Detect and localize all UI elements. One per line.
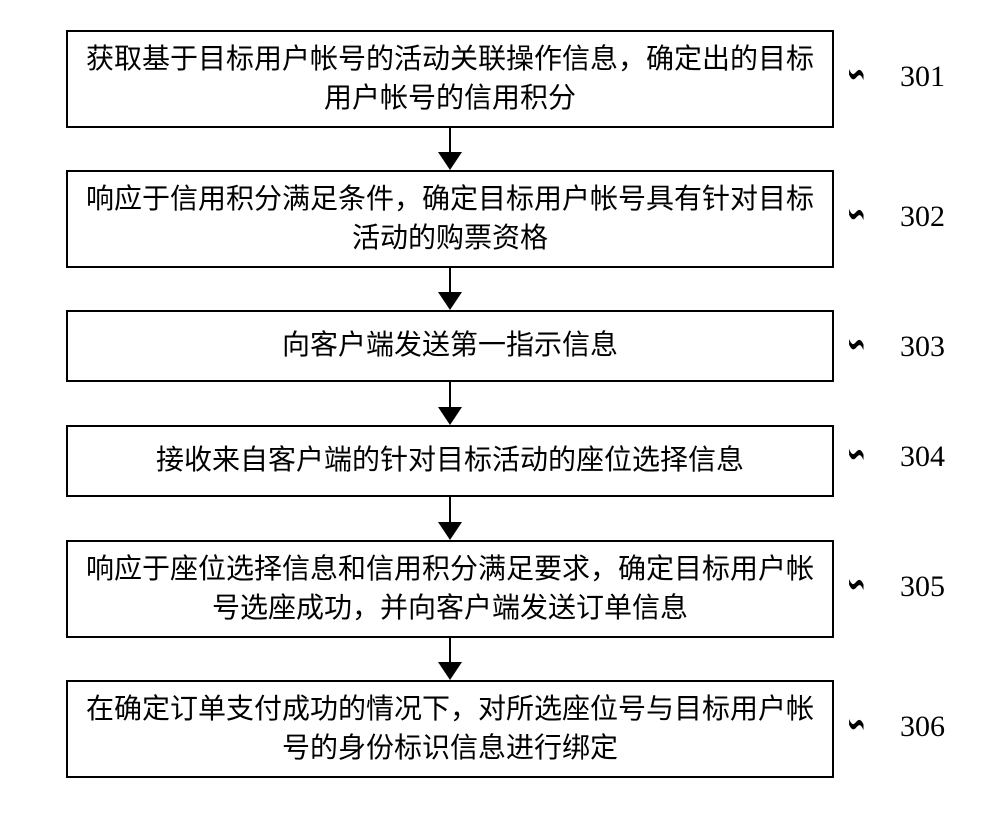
step-302-text: 响应于信用积分满足条件，确定目标用户帐号具有针对目标活动的购票资格 — [84, 180, 816, 258]
step-303-box: 向客户端发送第一指示信息 — [66, 310, 834, 382]
step-304-label: 304 — [900, 440, 945, 474]
step-306-box: 在确定订单支付成功的情况下，对所选座位号与目标用户帐号的身份标识信息进行绑定 — [66, 680, 834, 778]
step-303-text: 向客户端发送第一指示信息 — [282, 326, 618, 365]
arrow-4 — [436, 497, 464, 540]
step-306-label: 306 — [900, 710, 945, 744]
arrow-1 — [436, 128, 464, 170]
step-302-label: 302 — [900, 200, 945, 234]
step-304-box: 接收来自客户端的针对目标活动的座位选择信息 — [66, 425, 834, 497]
step-306-text: 在确定订单支付成功的情况下，对所选座位号与目标用户帐号的身份标识信息进行绑定 — [84, 690, 816, 768]
step-304-connector: ∽ — [847, 422, 863, 487]
flowchart-canvas: 获取基于目标用户帐号的活动关联操作信息，确定出的目标用户帐号的信用积分 301 ∽ 响… — [0, 0, 1000, 821]
step-303-label: 303 — [900, 330, 945, 364]
step-301-box: 获取基于目标用户帐号的活动关联操作信息，确定出的目标用户帐号的信用积分 — [66, 30, 834, 128]
arrow-5 — [436, 638, 464, 680]
step-302-connector: ∽ — [847, 182, 863, 247]
step-306-connector: ∽ — [847, 692, 863, 757]
step-303-connector: ∽ — [847, 312, 863, 377]
arrow-2 — [436, 268, 464, 310]
step-305-box: 响应于座位选择信息和信用积分满足要求，确定目标用户帐号选座成功，并向客户端发送订… — [66, 540, 834, 638]
step-304-text: 接收来自客户端的针对目标活动的座位选择信息 — [156, 441, 744, 480]
step-302-box: 响应于信用积分满足条件，确定目标用户帐号具有针对目标活动的购票资格 — [66, 170, 834, 268]
arrow-3 — [436, 382, 464, 425]
step-301-connector: ∽ — [847, 42, 863, 107]
step-301-text: 获取基于目标用户帐号的活动关联操作信息，确定出的目标用户帐号的信用积分 — [84, 40, 816, 118]
step-305-label: 305 — [900, 570, 945, 604]
step-305-text: 响应于座位选择信息和信用积分满足要求，确定目标用户帐号选座成功，并向客户端发送订… — [84, 550, 816, 628]
step-305-connector: ∽ — [847, 552, 863, 617]
step-301-label: 301 — [900, 60, 945, 94]
